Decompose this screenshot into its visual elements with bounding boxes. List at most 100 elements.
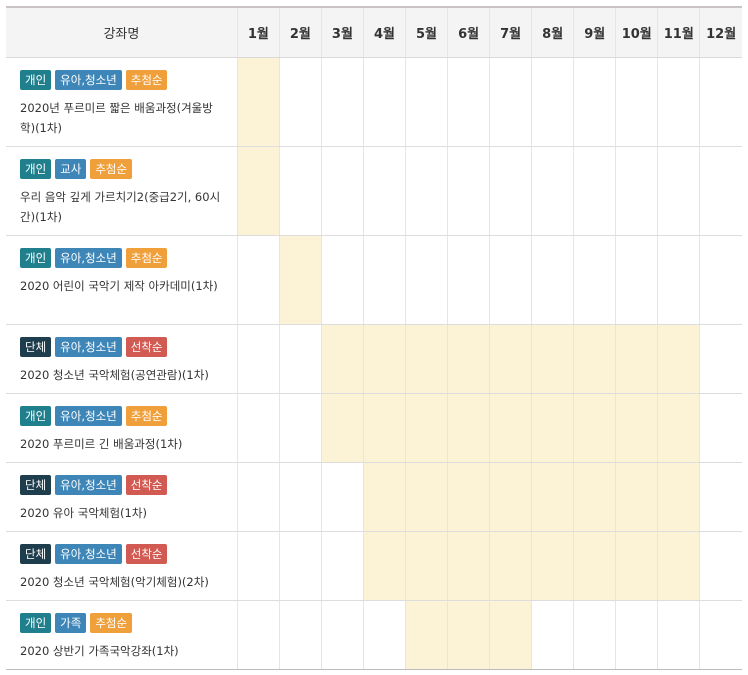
tag-target-badge: 유아,청소년 [55, 474, 122, 495]
course-row[interactable]: 단체 유아,청소년 선착순 2020 유아 국악체험(1차) [6, 462, 742, 532]
course-row[interactable]: 개인 가족 추첨순 2020 상반기 가족국악강좌(1차) [6, 600, 742, 670]
tag-target-badge: 유아,청소년 [55, 247, 122, 268]
course-title-link[interactable]: 2020 청소년 국악체험(공연관람)(1차) [20, 367, 209, 382]
month-cell [278, 57, 322, 147]
course-tags: 개인 유아,청소년 추첨순 [20, 405, 227, 426]
tag-lottery-badge: 추첨순 [125, 69, 168, 90]
course-tags: 개인 유아,청소년 추첨순 [20, 69, 227, 90]
month-cell [320, 57, 364, 147]
course-title-link[interactable]: 2020 어린이 국악기 제작 아카데미(1차) [20, 278, 218, 293]
month-cell-active [573, 462, 616, 532]
month-cell [362, 235, 406, 325]
month-cell [531, 146, 574, 236]
month-cell-active [404, 324, 448, 394]
tag-individual-badge: 개인 [20, 247, 52, 268]
course-name-cell[interactable]: 단체 유아,청소년 선착순 2020 청소년 국악체험(악기체험)(2차) [6, 531, 238, 601]
tag-first-come-badge: 선착순 [125, 474, 168, 495]
month-header-3: 3월 [320, 6, 364, 58]
course-name-cell[interactable]: 단체 유아,청소년 선착순 2020 청소년 국악체험(공연관람)(1차) [6, 324, 238, 394]
month-cell [699, 531, 742, 601]
course-title-link[interactable]: 2020 유아 국악체험(1차) [20, 505, 147, 520]
course-name-cell[interactable]: 개인 유아,청소년 추첨순 2020 푸르미르 긴 배움과정(1차) [6, 393, 238, 463]
month-cell [699, 462, 742, 532]
month-cell [404, 235, 448, 325]
month-cell-active [573, 324, 616, 394]
month-cell [236, 462, 280, 532]
month-cell-active [657, 462, 700, 532]
month-cell [404, 57, 448, 147]
month-cell [615, 235, 658, 325]
month-cell-active [489, 531, 532, 601]
month-cell-active [404, 393, 448, 463]
course-tags: 개인 교사 추첨순 [20, 158, 227, 179]
month-cell-active [615, 393, 658, 463]
tag-individual-badge: 개인 [20, 69, 52, 90]
month-cell [657, 235, 700, 325]
course-name-cell[interactable]: 개인 유아,청소년 추첨순 2020년 푸르미르 짧은 배움과정(겨울방학)(1차) [6, 57, 238, 147]
month-cell-active [573, 393, 616, 463]
course-name-cell[interactable]: 개인 가족 추첨순 2020 상반기 가족국악강좌(1차) [6, 600, 238, 670]
month-cell-active [447, 324, 490, 394]
course-row[interactable]: 개인 유아,청소년 추첨순 2020 푸르미르 긴 배움과정(1차) [6, 393, 742, 463]
month-cell [320, 235, 364, 325]
month-header-2: 2월 [278, 6, 322, 58]
tag-target-badge: 유아,청소년 [55, 336, 122, 357]
month-cell [489, 146, 532, 236]
month-cell [236, 235, 280, 325]
course-title-link[interactable]: 2020 푸르미르 긴 배움과정(1차) [20, 436, 183, 451]
course-row[interactable]: 개인 유아,청소년 추첨순 2020 어린이 국악기 제작 아카데미(1차) [6, 235, 742, 325]
month-header-5: 5월 [404, 6, 448, 58]
tag-target-badge: 가족 [55, 612, 87, 633]
month-cell-active [404, 531, 448, 601]
month-cell-active [447, 600, 490, 670]
month-cell [278, 393, 322, 463]
tag-individual-badge: 개인 [20, 158, 52, 179]
schedule-panel: 강좌명 1월 2월 3월 4월 5월 6월 7월 8월 9월 10월 11월 1… [6, 6, 742, 670]
tag-target-badge: 유아,청소년 [55, 543, 122, 564]
course-title-link[interactable]: 2020 청소년 국악체험(악기체험)(2차) [20, 574, 209, 589]
month-cell [699, 235, 742, 325]
month-cell [699, 600, 742, 670]
month-cell [531, 57, 574, 147]
month-cell [573, 57, 616, 147]
month-cell-active [320, 393, 364, 463]
month-cell [573, 146, 616, 236]
month-cell [320, 146, 364, 236]
month-cell [699, 393, 742, 463]
tag-lottery-badge: 추첨순 [125, 247, 168, 268]
month-cell [489, 57, 532, 147]
month-cell-active [615, 531, 658, 601]
tag-individual-badge: 개인 [20, 612, 52, 633]
course-row[interactable]: 개인 유아,청소년 추첨순 2020년 푸르미르 짧은 배움과정(겨울방학)(1차) [6, 57, 742, 147]
course-tags: 개인 유아,청소년 추첨순 [20, 247, 227, 268]
month-cell-active [447, 393, 490, 463]
course-title-link[interactable]: 우리 음악 깊게 가르치기2(중급2기, 60시간)(1차) [20, 189, 221, 224]
course-title-link[interactable]: 2020년 푸르미르 짧은 배움과정(겨울방학)(1차) [20, 100, 213, 135]
month-cell [447, 146, 490, 236]
course-name-cell[interactable]: 단체 유아,청소년 선착순 2020 유아 국악체험(1차) [6, 462, 238, 532]
month-cell [573, 600, 616, 670]
month-cell-active [489, 462, 532, 532]
month-cell-active [489, 393, 532, 463]
tag-group-badge: 단체 [20, 336, 52, 357]
month-cell-active [320, 324, 364, 394]
course-row[interactable]: 단체 유아,청소년 선착순 2020 청소년 국악체험(공연관람)(1차) [6, 324, 742, 394]
course-title-link[interactable]: 2020 상반기 가족국악강좌(1차) [20, 643, 179, 658]
tag-group-badge: 단체 [20, 474, 52, 495]
month-cell [236, 324, 280, 394]
month-cell [531, 600, 574, 670]
tag-lottery-badge: 추첨순 [90, 158, 133, 179]
month-cell-active [657, 531, 700, 601]
month-cell-active [404, 462, 448, 532]
month-cell-active [657, 324, 700, 394]
month-cell [657, 146, 700, 236]
course-name-cell[interactable]: 개인 유아,청소년 추첨순 2020 어린이 국악기 제작 아카데미(1차) [6, 235, 238, 325]
course-tags: 개인 가족 추첨순 [20, 612, 227, 633]
month-cell [278, 531, 322, 601]
month-cell-active [447, 531, 490, 601]
course-row[interactable]: 단체 유아,청소년 선착순 2020 청소년 국악체험(악기체험)(2차) [6, 531, 742, 601]
month-cell [362, 146, 406, 236]
course-tags: 단체 유아,청소년 선착순 [20, 474, 227, 495]
